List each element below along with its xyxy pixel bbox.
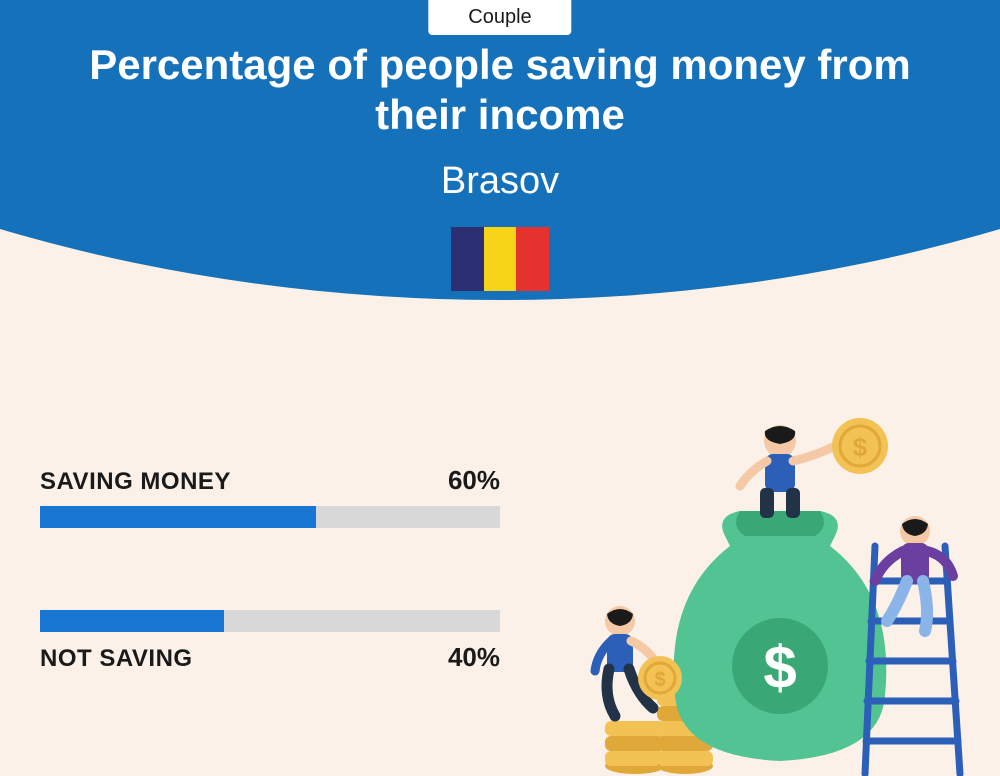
bar-label: SAVING MONEY [40, 468, 231, 496]
flag-stripe-blue [451, 227, 484, 291]
category-tab-label: Couple [468, 6, 531, 28]
bar-label: NOT SAVING [40, 645, 193, 673]
bar-fill-notsaving [40, 610, 224, 632]
svg-text:$: $ [763, 634, 796, 701]
money-illustration: $ $ [565, 416, 985, 776]
page-title: Percentage of people saving money from t… [50, 40, 950, 141]
bar-track [40, 506, 500, 528]
bar-labels: NOT SAVING 40% [40, 642, 500, 673]
bar-fill-saving [40, 506, 316, 528]
bar-value: 60% [448, 465, 500, 496]
page-subtitle: Brasov [441, 160, 559, 203]
bar-track [40, 610, 500, 632]
bar-group-notsaving: NOT SAVING 40% [40, 610, 500, 673]
bars-area: SAVING MONEY 60% NOT SAVING 40% [40, 465, 500, 755]
category-tab: Couple [428, 0, 571, 35]
person-top-icon: $ [740, 418, 888, 518]
flag-romania [451, 227, 549, 291]
flag-stripe-red [516, 227, 549, 291]
flag-stripe-yellow [484, 227, 517, 291]
bar-value: 40% [448, 642, 500, 673]
svg-text:$: $ [654, 669, 665, 691]
money-bag-icon: $ [674, 511, 887, 761]
bar-labels: SAVING MONEY 60% [40, 465, 500, 496]
person-ladder-icon [875, 516, 953, 631]
svg-text:$: $ [853, 432, 868, 462]
bar-group-saving: SAVING MONEY 60% [40, 465, 500, 528]
